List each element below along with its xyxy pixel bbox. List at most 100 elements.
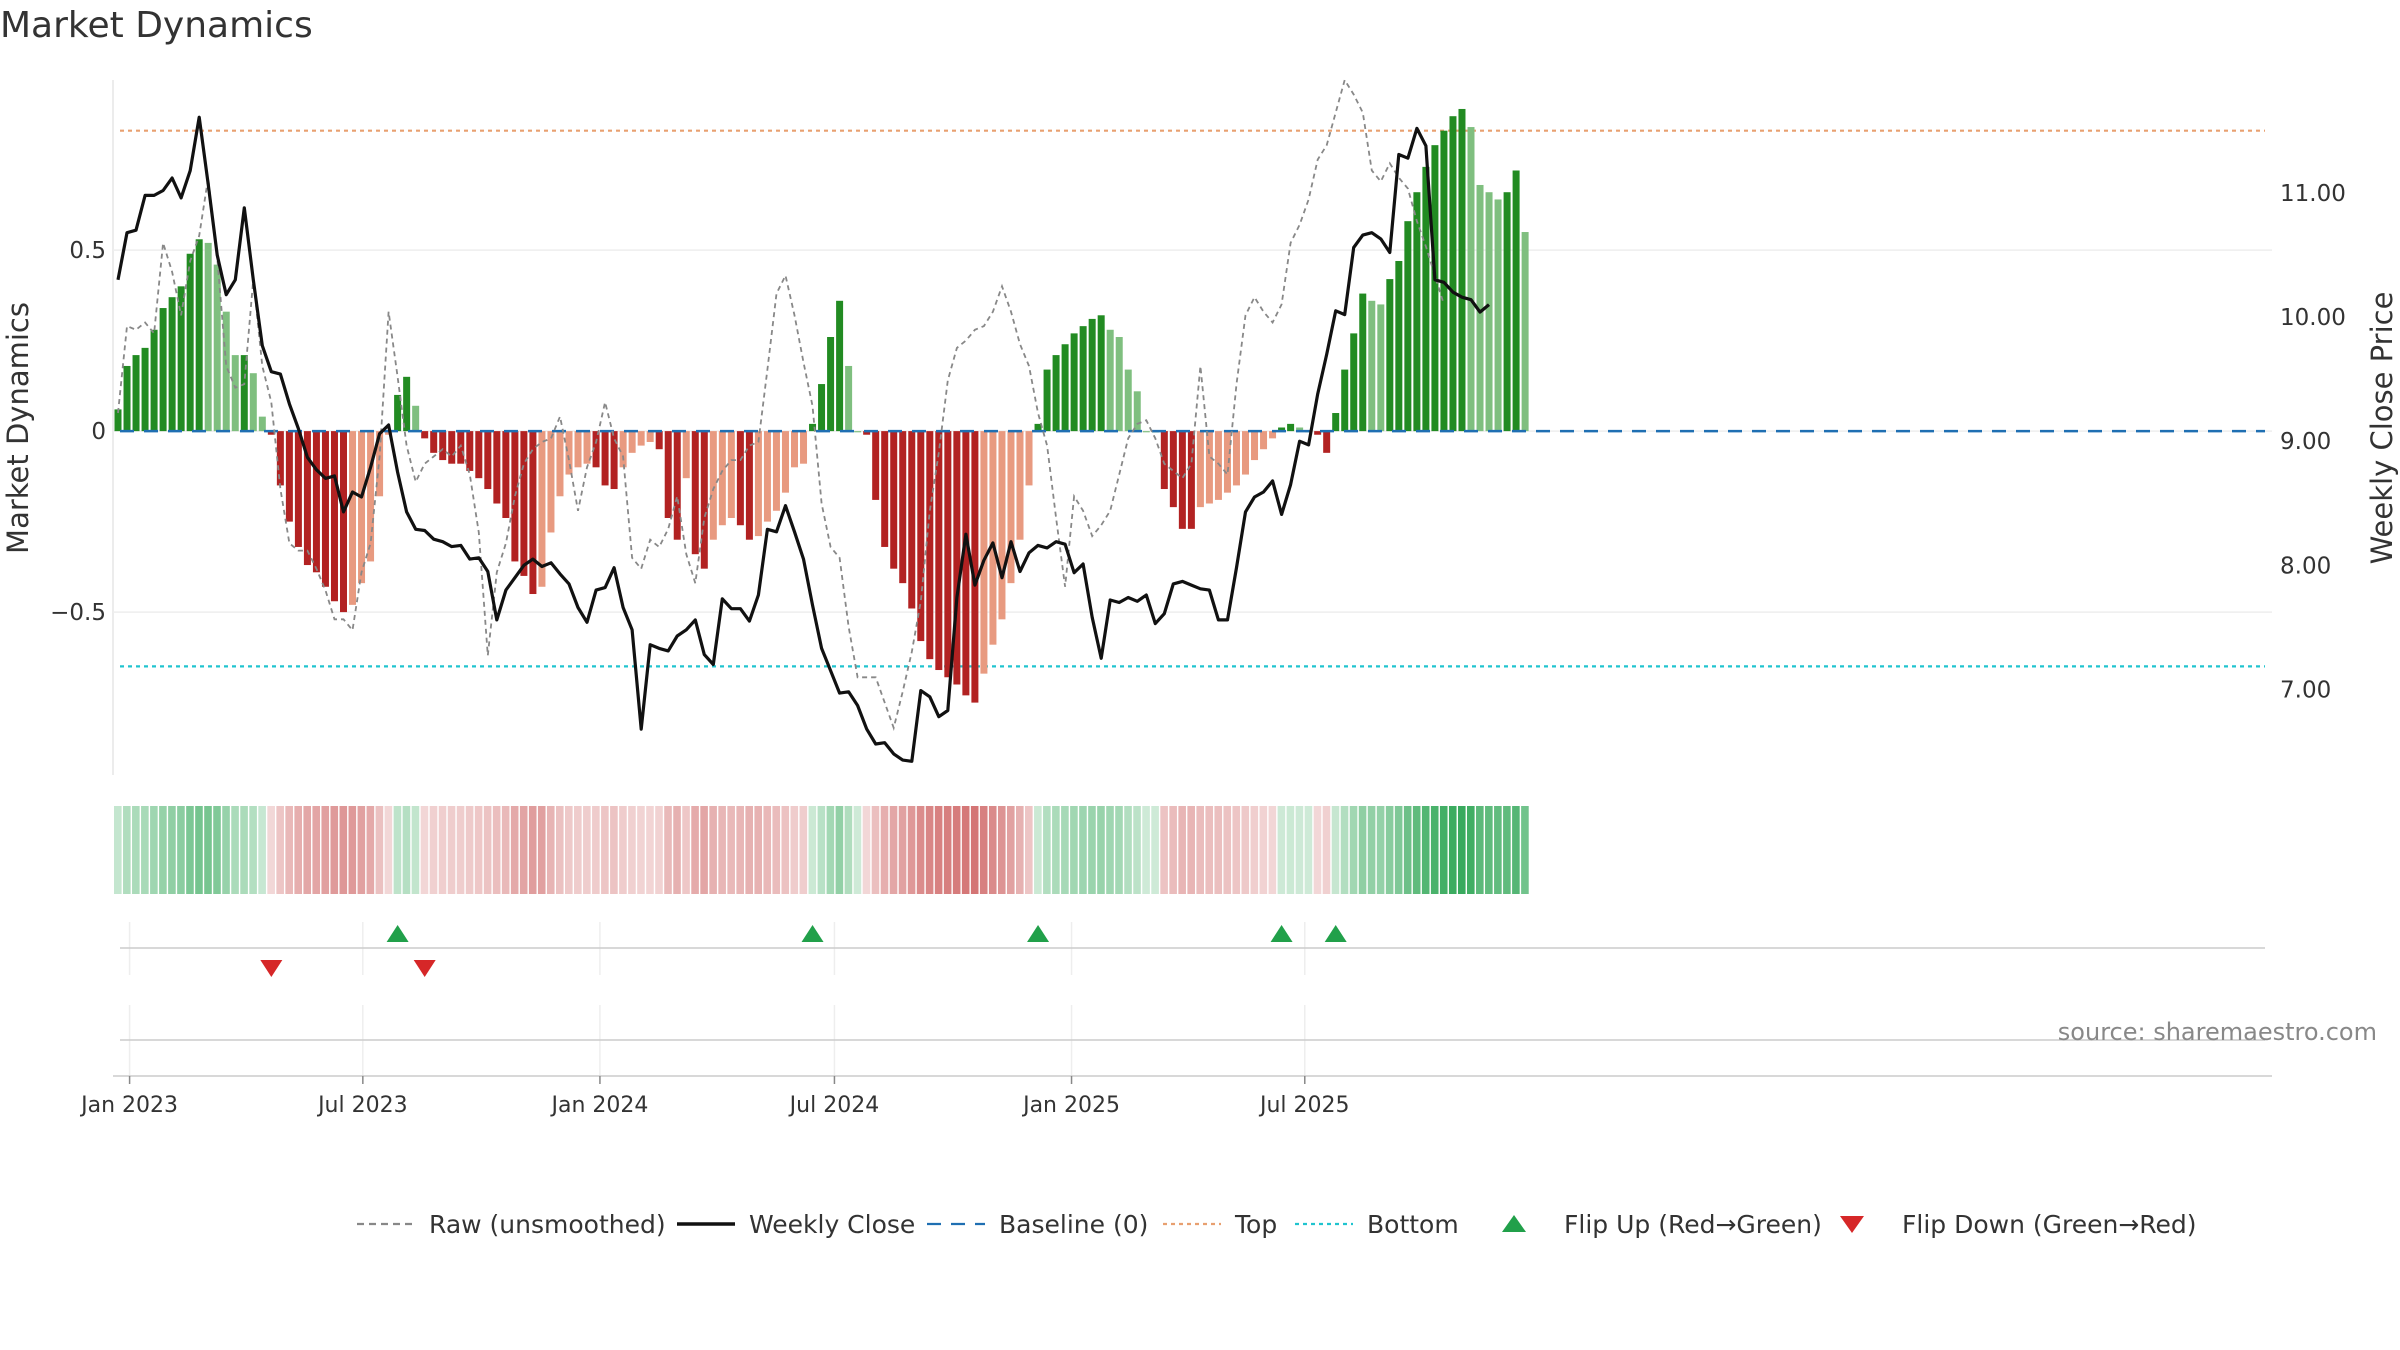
bar bbox=[1332, 413, 1340, 432]
heat-cell bbox=[330, 806, 339, 894]
bar bbox=[249, 373, 257, 432]
heat-cell bbox=[1016, 806, 1024, 894]
x-tick-label: Jan 2024 bbox=[549, 1093, 648, 1118]
bar bbox=[1431, 145, 1439, 432]
bar bbox=[565, 431, 573, 475]
heat-cell bbox=[402, 806, 411, 894]
bar bbox=[1449, 116, 1457, 432]
heat-cell bbox=[988, 806, 997, 894]
bar bbox=[204, 242, 212, 432]
heat-cell bbox=[628, 806, 636, 894]
bar bbox=[213, 264, 221, 432]
heat-cell bbox=[1403, 806, 1412, 894]
y2-tick-label: 8.00 bbox=[2280, 553, 2331, 579]
bar bbox=[926, 431, 934, 660]
bar bbox=[231, 355, 239, 432]
flip-up-marker bbox=[1027, 925, 1050, 942]
legend-label: Top bbox=[1234, 1210, 1277, 1239]
bar bbox=[1458, 108, 1466, 432]
bar bbox=[403, 376, 411, 432]
x-tick-label: Jul 2024 bbox=[788, 1093, 880, 1118]
bar bbox=[1404, 221, 1412, 432]
legend-item: Bottom bbox=[1295, 1210, 1459, 1239]
heat-cell bbox=[817, 806, 826, 894]
bar bbox=[222, 311, 230, 432]
bar bbox=[529, 431, 537, 595]
heat-cell bbox=[862, 806, 871, 894]
bar bbox=[1521, 232, 1529, 432]
bar bbox=[285, 431, 293, 522]
legend-flip-up-icon bbox=[1502, 1215, 1526, 1232]
heat-cell bbox=[465, 806, 474, 894]
legend-item: Flip Down (Green→Red) bbox=[1840, 1210, 2197, 1239]
bar bbox=[1350, 333, 1358, 432]
heat-cell bbox=[889, 806, 898, 894]
legend: Raw (unsmoothed) Weekly Close Baseline (0)… bbox=[357, 1210, 2197, 1239]
heat-cell bbox=[1178, 806, 1186, 894]
bar bbox=[1007, 431, 1015, 584]
heat-cell bbox=[736, 806, 744, 894]
bar bbox=[1368, 300, 1376, 432]
heat-cell bbox=[1322, 806, 1331, 894]
heat-cell bbox=[844, 806, 853, 894]
heat-cell bbox=[339, 806, 348, 894]
legend-item: Flip Up (Red→Green) bbox=[1502, 1210, 1822, 1239]
bar bbox=[971, 431, 979, 703]
bar bbox=[682, 431, 690, 479]
bar bbox=[520, 431, 528, 576]
heat-cell bbox=[1196, 806, 1204, 894]
heat-cell bbox=[1340, 806, 1349, 894]
bar bbox=[114, 409, 122, 432]
bar bbox=[556, 431, 564, 497]
flip-down-marker bbox=[413, 960, 436, 977]
bar bbox=[745, 431, 753, 540]
heat-cell bbox=[114, 806, 122, 894]
bar bbox=[1142, 431, 1150, 433]
bar bbox=[1025, 431, 1033, 486]
heat-cell bbox=[1421, 806, 1430, 894]
y2-tick-label: 10.00 bbox=[2280, 305, 2346, 331]
legend-label: Raw (unsmoothed) bbox=[429, 1210, 666, 1239]
bar bbox=[962, 431, 970, 696]
heat-cell bbox=[610, 806, 618, 894]
y-tick-label: −0.5 bbox=[50, 600, 106, 626]
bar bbox=[1503, 192, 1511, 432]
bar bbox=[1205, 431, 1213, 504]
bar bbox=[1251, 431, 1259, 461]
heat-cell bbox=[835, 806, 844, 894]
bar bbox=[511, 431, 519, 562]
bar bbox=[294, 431, 302, 547]
bottom-panel: Jan 2023 Jul 2023 Jan 2024 Jul 2024 Jan 2025… bbox=[79, 1005, 2377, 1118]
heat-cell bbox=[1043, 806, 1051, 894]
flip-up-marker bbox=[1324, 925, 1347, 942]
heat-cell bbox=[1169, 806, 1177, 894]
heat-cell bbox=[1286, 806, 1295, 894]
heat-cell bbox=[1232, 806, 1241, 894]
x-tick-label: Jul 2025 bbox=[1258, 1093, 1350, 1118]
heat-cell bbox=[970, 806, 979, 894]
bar bbox=[1043, 369, 1051, 432]
bar bbox=[376, 431, 384, 497]
bars bbox=[114, 108, 1529, 703]
heat-cell bbox=[285, 806, 293, 894]
bar bbox=[367, 431, 375, 562]
heat-cell bbox=[1070, 806, 1078, 894]
heat-cell bbox=[474, 806, 483, 894]
legend-label: Flip Up (Red→Green) bbox=[1564, 1210, 1822, 1239]
heat-cell bbox=[456, 806, 465, 894]
bar bbox=[1160, 431, 1168, 490]
heat-cell bbox=[186, 806, 194, 894]
bar bbox=[412, 405, 420, 432]
heat-cell bbox=[411, 806, 420, 894]
weekly-close-path bbox=[116, 115, 1491, 763]
bar bbox=[935, 431, 943, 671]
bar bbox=[791, 431, 798, 468]
heat-cell bbox=[249, 806, 257, 894]
y2-tick-label: 11.00 bbox=[2280, 181, 2346, 207]
heat-cell bbox=[925, 806, 934, 894]
bar bbox=[1269, 431, 1277, 439]
heat-cell bbox=[997, 806, 1006, 894]
heat-cell bbox=[204, 806, 212, 894]
bar bbox=[1287, 423, 1295, 432]
heat-cell bbox=[159, 806, 167, 894]
